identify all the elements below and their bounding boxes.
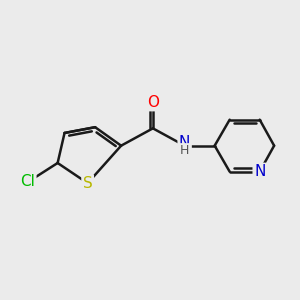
Text: O: O <box>147 95 159 110</box>
Text: Cl: Cl <box>20 174 35 189</box>
Text: H: H <box>180 144 189 158</box>
Text: N: N <box>254 164 266 179</box>
Text: S: S <box>83 176 92 191</box>
Text: N: N <box>179 135 190 150</box>
